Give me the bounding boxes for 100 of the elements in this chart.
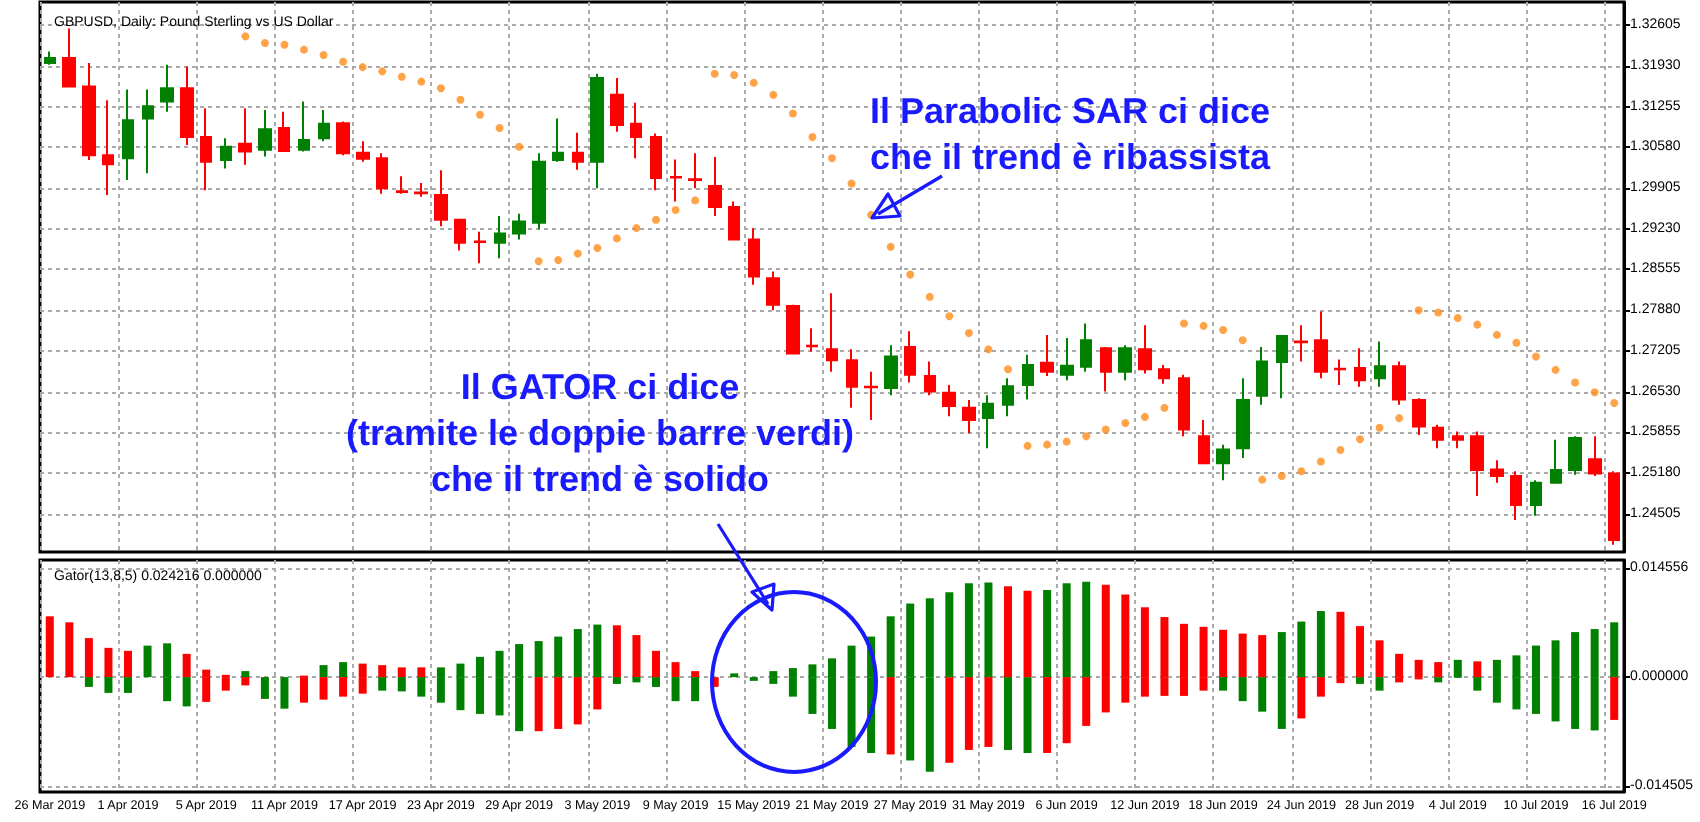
bar [1434, 677, 1443, 683]
candlestick [942, 383, 956, 418]
bar [1473, 661, 1482, 678]
candlestick [122, 88, 134, 181]
candlestick [1588, 435, 1602, 478]
bar [397, 677, 406, 692]
bar [104, 677, 113, 693]
bar [1434, 662, 1443, 678]
candlestick [1022, 353, 1034, 401]
candlestick [396, 175, 408, 195]
candlestick [200, 107, 212, 192]
candlestick [414, 181, 428, 198]
bar [182, 653, 191, 678]
candlestick [1608, 470, 1620, 546]
bar [554, 677, 563, 729]
bar [612, 625, 621, 678]
bar [534, 677, 543, 732]
candlestick [826, 292, 838, 373]
bar [104, 647, 113, 678]
annotation: Il Parabolic SAR ci dice che il trend è ribassista [869, 91, 1273, 177]
candlestick [220, 137, 232, 170]
bar [1062, 583, 1071, 678]
candlestick [454, 218, 466, 252]
bar [417, 677, 426, 697]
bar [280, 677, 289, 709]
candlestick [238, 107, 252, 166]
candlestick [1354, 347, 1366, 388]
candlestick [610, 76, 624, 133]
bar [984, 677, 993, 747]
bar [1316, 611, 1325, 678]
candlestick [552, 117, 564, 163]
bar [1258, 677, 1267, 712]
bar [1082, 677, 1091, 726]
candlestick [748, 227, 760, 286]
candlestick [786, 303, 800, 355]
bar [652, 650, 660, 678]
bar [691, 677, 700, 702]
bar [573, 629, 582, 678]
candlestick [590, 72, 604, 190]
candlestick [1510, 470, 1522, 522]
candlestick [1530, 479, 1542, 517]
candlestick [766, 270, 780, 312]
candlestick [1236, 377, 1250, 459]
bar [984, 582, 993, 678]
bar [612, 677, 621, 684]
bar [339, 677, 348, 697]
bar [632, 635, 641, 678]
candlestick [180, 65, 194, 146]
candlestick [708, 155, 722, 218]
bar [182, 677, 191, 707]
bar [652, 677, 660, 687]
bar [1258, 635, 1267, 678]
bar [319, 677, 328, 700]
bar [886, 616, 895, 678]
bar [124, 650, 132, 678]
bar [534, 641, 543, 678]
candlestick [962, 399, 976, 435]
bar [1375, 677, 1384, 691]
candlestick [298, 100, 310, 153]
candlestick [1060, 336, 1074, 382]
bar [1610, 622, 1619, 678]
candlestick [532, 152, 546, 231]
candlestick [1392, 360, 1406, 406]
bar [632, 677, 641, 683]
candlestick [1432, 423, 1444, 450]
bar [143, 645, 152, 678]
candlestick [1080, 322, 1092, 373]
candlestick [670, 158, 682, 203]
bar [964, 677, 973, 750]
bar [1356, 626, 1364, 678]
bar [554, 636, 563, 678]
bar [1297, 621, 1306, 678]
candlestick [1100, 345, 1112, 393]
bar [84, 638, 93, 678]
bar [1043, 590, 1052, 678]
bar [1238, 633, 1247, 678]
bar [260, 677, 269, 699]
bar [1062, 677, 1071, 744]
candlestick [846, 348, 858, 409]
candlestick [1040, 333, 1054, 377]
candlestick [924, 360, 936, 397]
candlestick [688, 152, 702, 190]
candlestick [884, 344, 898, 397]
bar [945, 677, 954, 763]
bar [691, 671, 700, 678]
bar [417, 667, 426, 678]
candlestick [1002, 377, 1014, 418]
bar [671, 662, 680, 678]
candlestick [1374, 340, 1386, 388]
bar [1004, 586, 1012, 678]
candlestick [258, 108, 272, 158]
candlestick [1138, 324, 1152, 375]
bar [1082, 581, 1091, 678]
candlestick [1198, 418, 1210, 465]
candlestick [102, 99, 114, 196]
candlestick [44, 50, 56, 66]
bar [1375, 640, 1384, 678]
bar [1473, 677, 1482, 691]
candlestick [142, 88, 154, 175]
bar [1414, 659, 1423, 678]
